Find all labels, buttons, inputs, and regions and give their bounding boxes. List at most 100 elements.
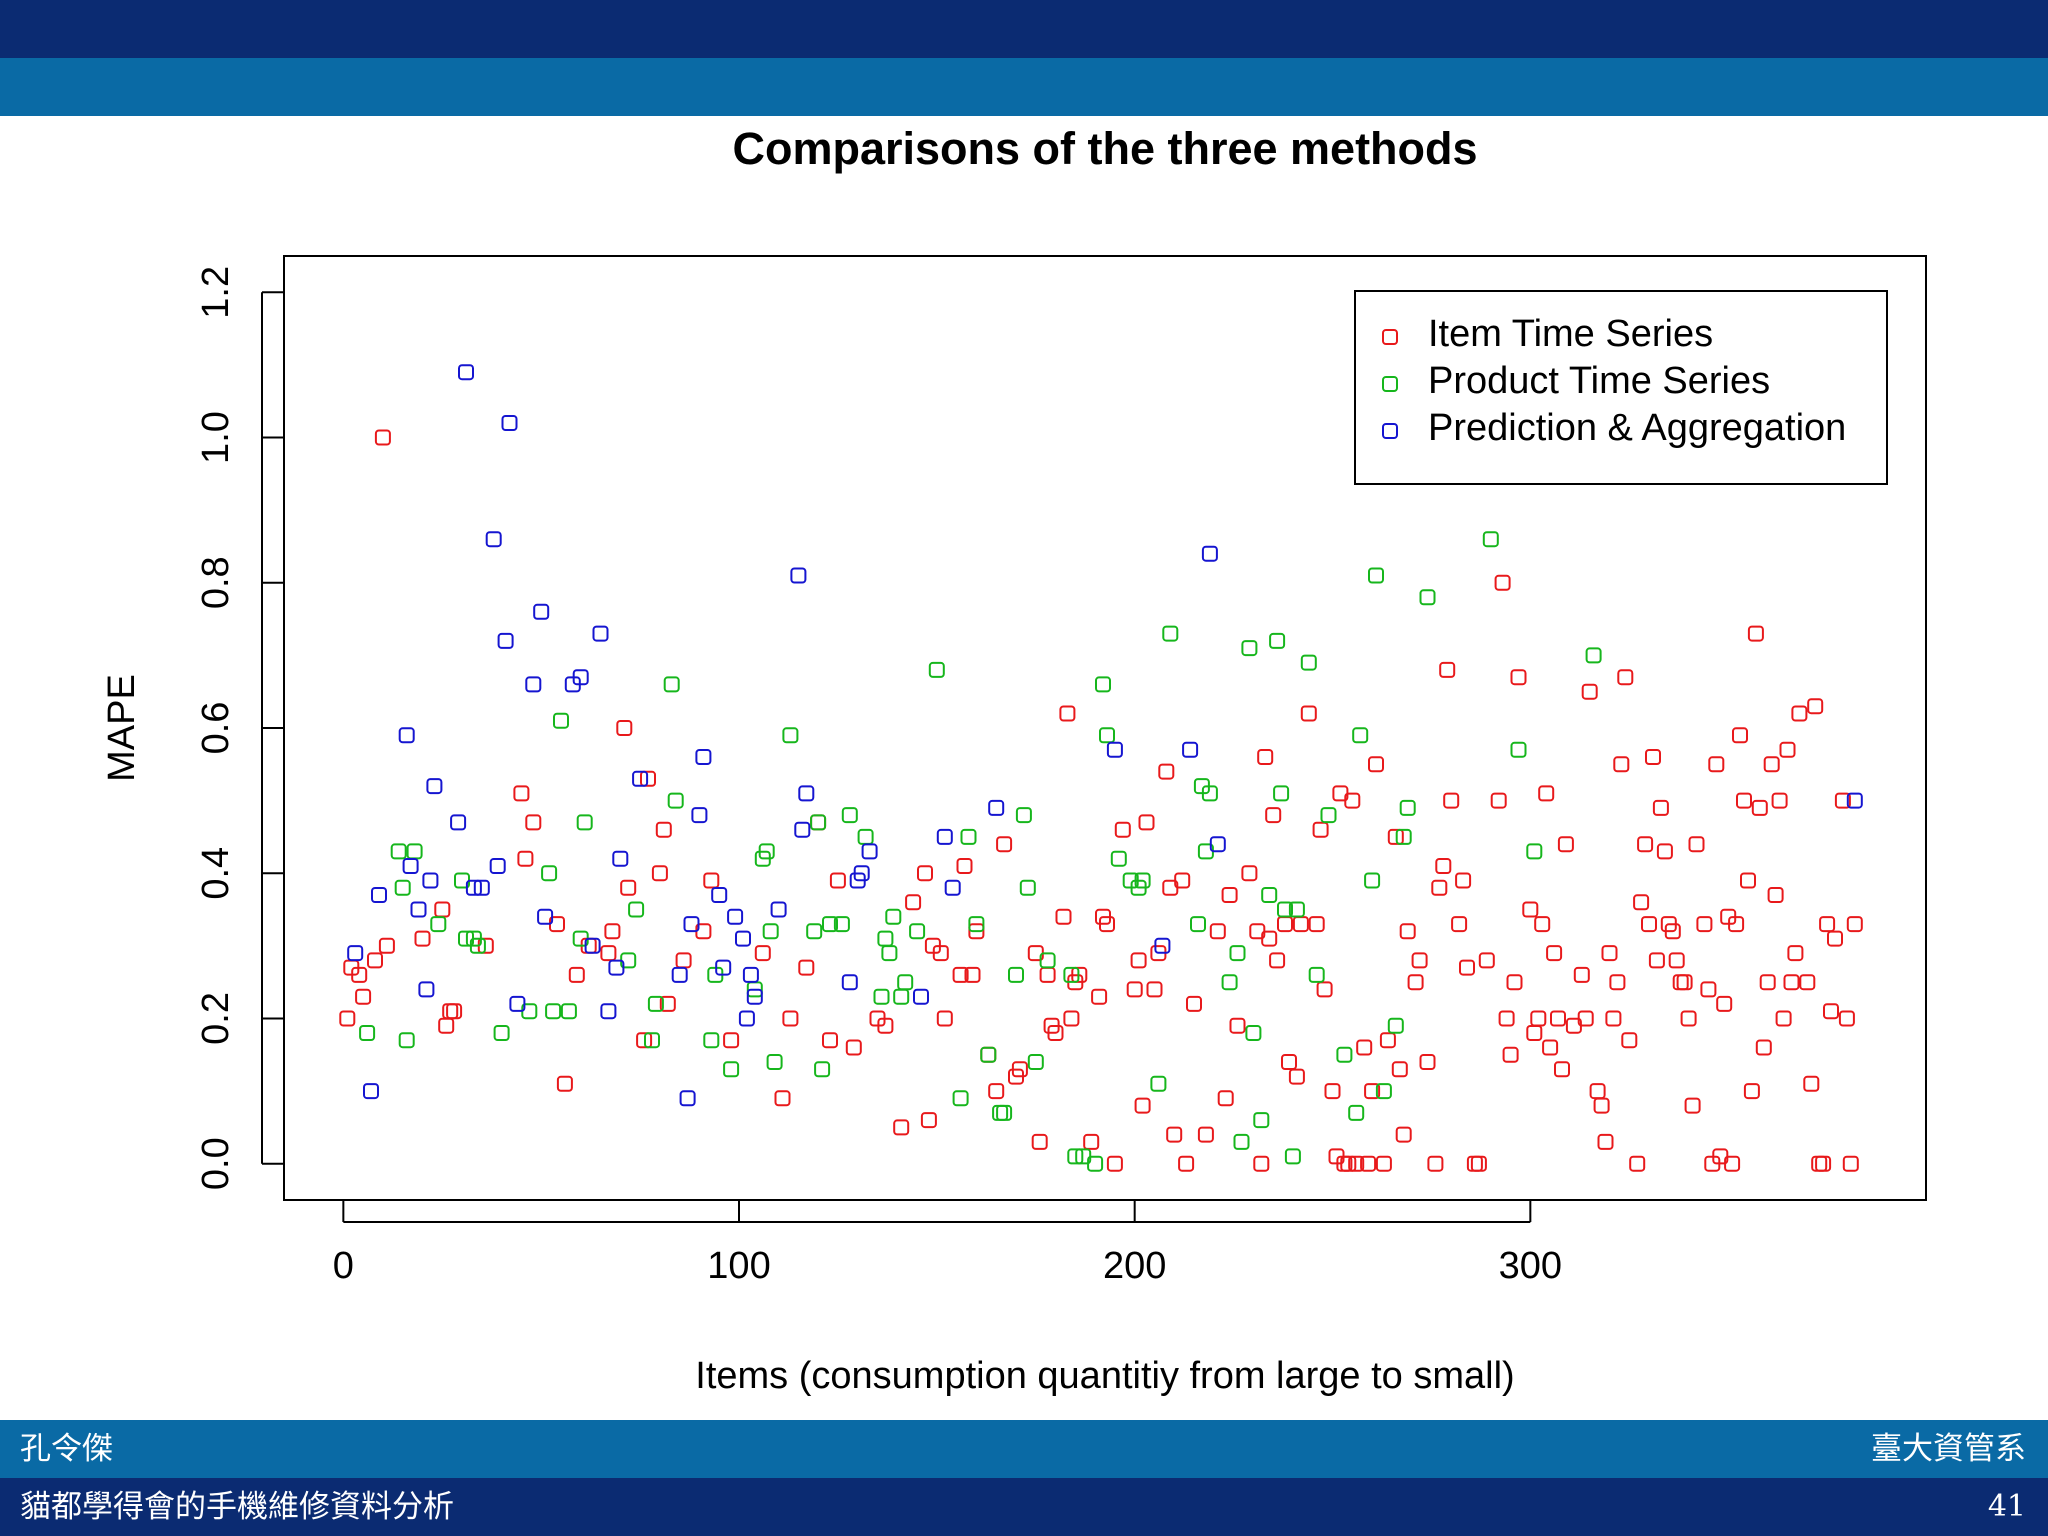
data-point — [1154, 937, 1171, 954]
course-title: 貓都學得會的手機維修資料分析 — [20, 1489, 454, 1525]
data-point — [1352, 727, 1369, 744]
data-point — [1063, 1010, 1080, 1027]
series-2 — [347, 364, 1863, 1107]
data-point — [1407, 974, 1424, 991]
data-point — [655, 821, 672, 838]
department-name: 臺大資管系 — [1871, 1431, 2026, 1467]
data-point — [1482, 531, 1499, 548]
data-point — [592, 625, 609, 642]
data-point — [367, 952, 383, 969]
data-point — [762, 923, 779, 940]
data-point — [1530, 1010, 1547, 1027]
data-point — [1201, 785, 1218, 802]
data-point — [1253, 1155, 1270, 1172]
data-point — [1538, 785, 1555, 802]
data-point — [1791, 705, 1808, 722]
data-point — [374, 429, 391, 446]
data-point — [1340, 1155, 1357, 1172]
data-point — [897, 974, 914, 991]
data-point — [339, 1010, 356, 1027]
data-point — [560, 1003, 577, 1020]
data-point — [968, 923, 985, 940]
data-point — [782, 727, 799, 744]
data-point — [576, 814, 593, 831]
data-point — [517, 850, 534, 867]
data-point — [390, 843, 407, 860]
data-point — [1554, 1061, 1570, 1078]
data-point — [1601, 945, 1618, 962]
footer-dark-band — [0, 1478, 2048, 1536]
data-point — [1221, 887, 1238, 903]
data-point — [723, 1061, 740, 1078]
data-point — [501, 415, 518, 431]
data-point — [1387, 1017, 1404, 1034]
data-point — [996, 1104, 1013, 1121]
data-point — [952, 1090, 969, 1107]
data-point — [1779, 741, 1796, 758]
data-point — [426, 778, 443, 795]
data-point — [1031, 1133, 1048, 1150]
data-point — [1645, 749, 1661, 765]
data-point — [1763, 756, 1780, 773]
data-point — [968, 916, 985, 933]
data-point — [873, 988, 890, 1005]
data-point — [1846, 916, 1863, 933]
data-point — [893, 1119, 910, 1136]
data-point — [814, 1061, 831, 1078]
data-point — [1664, 923, 1681, 940]
data-point — [1395, 1126, 1412, 1143]
data-point — [572, 669, 589, 686]
data-point — [1676, 974, 1693, 991]
data-point — [881, 945, 898, 962]
data-point — [1716, 995, 1733, 1012]
data-point — [845, 1039, 862, 1056]
data-point — [1815, 1155, 1832, 1172]
data-point — [703, 872, 720, 889]
data-point — [932, 945, 949, 962]
data-point — [683, 916, 700, 933]
legend-marker-product — [1382, 376, 1398, 392]
data-point — [1178, 1155, 1195, 1172]
data-point — [1783, 974, 1800, 991]
data-point — [735, 930, 751, 947]
data-point — [1387, 828, 1404, 845]
data-point — [841, 807, 858, 824]
data-point — [1257, 749, 1274, 765]
data-point — [1186, 995, 1202, 1012]
data-point — [1585, 647, 1602, 664]
y-tick-label: 0.2 — [195, 992, 237, 1045]
data-point — [1166, 1126, 1183, 1143]
x-tick-label: 100 — [707, 1245, 770, 1287]
x-tick-label: 300 — [1499, 1245, 1562, 1287]
data-point — [1755, 1039, 1772, 1056]
data-point — [1106, 1155, 1123, 1172]
data-point — [1174, 872, 1191, 889]
data-point — [1803, 1075, 1820, 1092]
data-point — [746, 988, 763, 1005]
data-point — [1162, 625, 1179, 642]
data-point — [960, 828, 977, 845]
data-point — [715, 959, 732, 976]
data-point — [1827, 930, 1843, 947]
data-point — [1589, 1083, 1606, 1100]
data-point — [980, 1046, 997, 1063]
data-point — [489, 858, 506, 874]
data-point — [877, 1017, 894, 1034]
slide-number: 41 — [1987, 1489, 2026, 1524]
data-point — [1775, 1010, 1792, 1027]
data-point — [1443, 792, 1460, 809]
data-point — [1490, 792, 1507, 809]
data-point — [1435, 858, 1452, 874]
data-point — [928, 661, 945, 678]
data-point — [1261, 887, 1278, 903]
data-point — [469, 937, 486, 954]
data-point — [513, 785, 530, 802]
data-point — [691, 807, 708, 824]
data-point — [944, 879, 961, 896]
data-point — [442, 1003, 459, 1020]
data-point — [450, 814, 467, 831]
data-point — [1842, 1155, 1859, 1172]
y-axis-label: MAPE — [101, 674, 143, 782]
data-point — [537, 908, 554, 925]
x-tick-label: 200 — [1103, 1245, 1166, 1287]
